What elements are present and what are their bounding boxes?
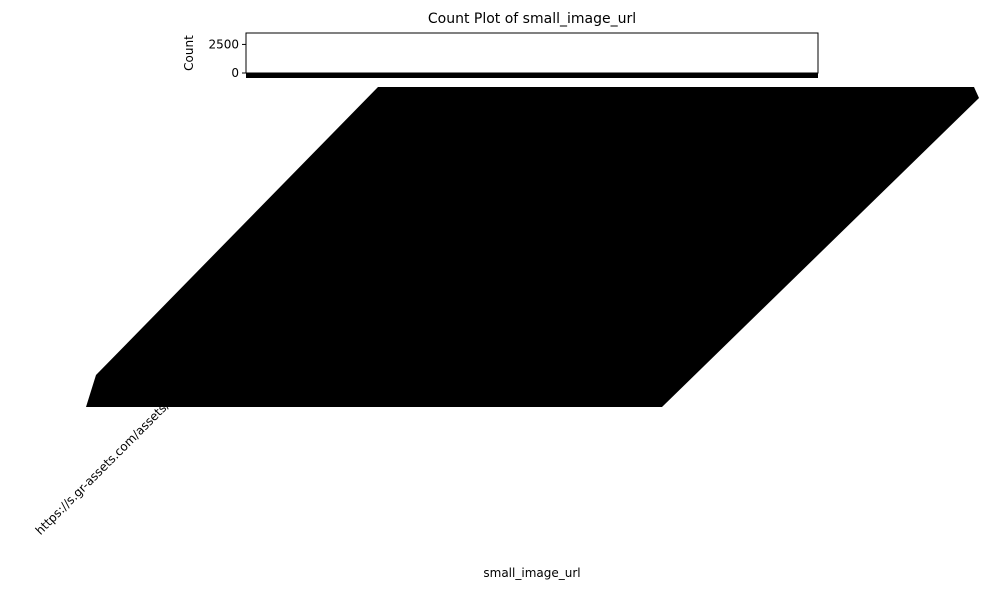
x-tick-marks <box>246 73 818 78</box>
y-axis: 0 2500 <box>208 37 246 80</box>
x-axis-label: small_image_url <box>483 566 580 580</box>
y-axis-label: Count <box>182 35 196 71</box>
plot-area <box>245 32 819 78</box>
chart-title: Count Plot of small_image_url <box>428 11 636 27</box>
x-tick-labels-overlap <box>86 87 979 407</box>
plot-frame <box>245 32 819 74</box>
x-tick-label-first: https://s.gr-assets.com/assets/ <box>33 398 173 538</box>
y-tick-label: 2500 <box>208 37 239 51</box>
y-tick-label: 0 <box>231 66 239 80</box>
